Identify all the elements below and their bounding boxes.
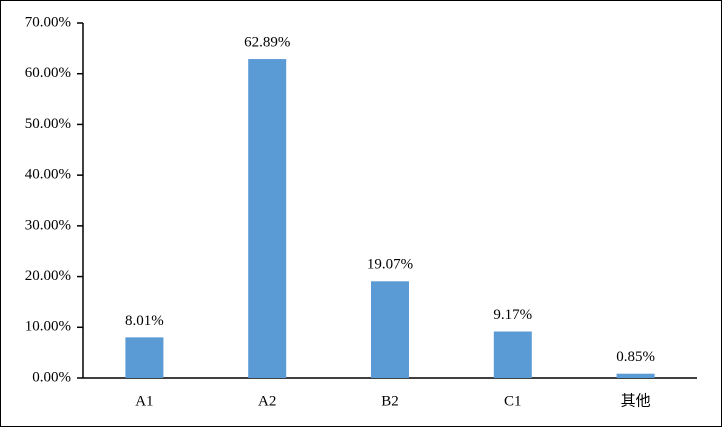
y-tick-label: 40.00%	[25, 167, 71, 183]
data-label: 62.89%	[244, 34, 290, 50]
y-tick-label: 0.00%	[32, 369, 71, 385]
y-tick-label: 60.00%	[25, 65, 71, 81]
y-tick-label: 10.00%	[25, 319, 71, 335]
y-tick-label: 20.00%	[25, 268, 71, 284]
y-tick-label: 30.00%	[25, 217, 71, 233]
y-tick-label: 50.00%	[25, 116, 71, 132]
data-label: 8.01%	[125, 313, 164, 329]
bar	[125, 337, 164, 378]
x-tick-label: C1	[504, 393, 522, 409]
data-label: 0.85%	[616, 349, 655, 365]
bar	[371, 281, 409, 378]
x-tick-label: A2	[258, 393, 276, 409]
data-label: 9.17%	[493, 307, 532, 323]
y-tick-label: 70.00%	[25, 14, 71, 30]
x-tick-label: 其他	[621, 392, 651, 409]
data-label: 19.07%	[367, 257, 413, 273]
bar	[616, 373, 655, 378]
x-tick-label: A1	[135, 393, 153, 409]
bar	[248, 59, 287, 378]
bar	[493, 331, 532, 378]
x-tick-label: B2	[381, 393, 399, 409]
